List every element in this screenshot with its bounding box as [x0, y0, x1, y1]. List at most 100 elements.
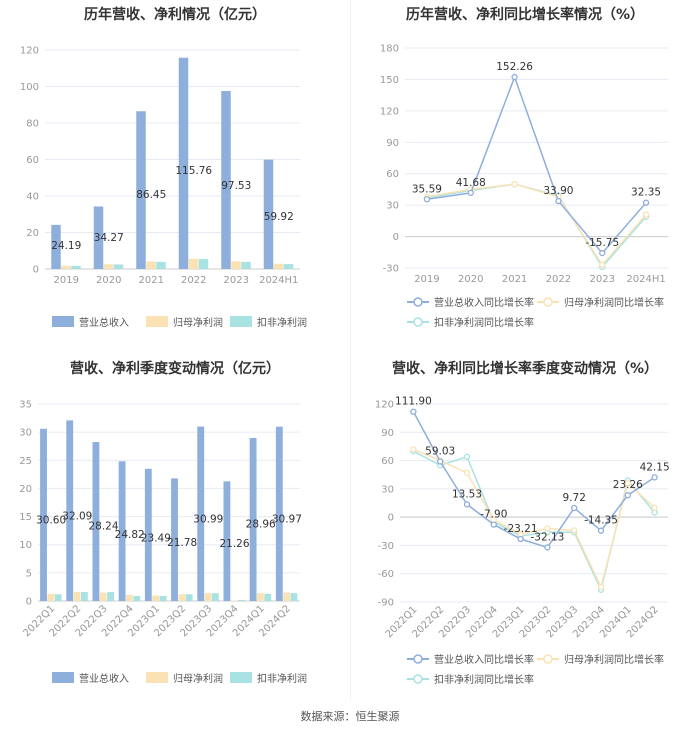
legend-swatch: [146, 316, 168, 327]
data-point: [410, 446, 417, 453]
data-label: 21.78: [167, 537, 197, 549]
data-point: [517, 535, 524, 543]
legend-label: 归母净利润同比增长率: [564, 653, 664, 666]
bar-nonrecurring-profit: [241, 261, 251, 269]
data-point: [571, 504, 578, 512]
y-tick-label: 120: [375, 400, 394, 411]
bar-parent-profit: [230, 600, 238, 601]
series-line: [413, 448, 656, 590]
y-tick-label: 60: [26, 155, 39, 166]
bar-revenue: [51, 224, 61, 269]
data-label: 30.97: [272, 514, 302, 526]
y-tick-label: 40: [26, 192, 39, 203]
y-tick-label: 80: [26, 119, 39, 130]
quarterly-growth-line-chart: -90-60-3003060901202022Q12022Q22022Q3202…: [375, 396, 670, 686]
y-tick-label: -60: [378, 569, 394, 580]
bar-nonrecurring-profit: [54, 594, 62, 601]
y-tick-label: 35: [19, 400, 32, 411]
series-line: [426, 183, 647, 267]
bar-parent-profit: [152, 595, 160, 601]
legend-swatch: [52, 672, 74, 683]
annual-growth-line-chart: -30 0 30 60 90 120 150 180 2019 2020 2021 2022 2023 2…: [380, 44, 668, 329]
data-point: [599, 249, 606, 257]
data-label: 41.68: [456, 177, 486, 189]
bar-parent-profit: [103, 264, 114, 269]
legend-label: 扣非净利润: [257, 316, 307, 329]
data-label: 23.26: [613, 479, 643, 491]
y-tick-label: 60: [381, 456, 394, 467]
bar-revenue: [263, 159, 274, 269]
data-point: [597, 583, 605, 591]
legend-marker: [543, 654, 553, 664]
data-label: 9.72: [563, 492, 586, 504]
y-tick-label: 150: [380, 75, 399, 86]
x-tick-label: 2022: [546, 274, 571, 285]
y-tick-label: 20: [19, 484, 32, 495]
bar-revenue: [118, 461, 126, 601]
chart-panel-quarter-bar: 营收、净利季度变动情况（亿元） 0 5 10 15 20 25 30 35 2022Q1 2022…: [0, 350, 350, 700]
data-label: 42.15: [640, 461, 670, 473]
y-tick-label: -30: [383, 264, 399, 275]
data-point: [642, 211, 650, 218]
bar-parent-profit: [126, 594, 133, 601]
x-tick-label: 2024H1: [259, 275, 298, 286]
bar-parent-profit: [178, 594, 186, 601]
data-point: [410, 408, 417, 415]
data-label: -7.90: [480, 509, 507, 521]
y-tick-label: 30: [381, 484, 394, 495]
x-tick-label: 2020: [458, 274, 483, 285]
y-tick-label: 90: [386, 138, 399, 149]
y-tick-label: -30: [378, 541, 394, 552]
data-point: [463, 469, 471, 476]
x-tick-label: 2021: [502, 274, 527, 285]
bar-parent-profit: [204, 593, 212, 601]
y-tick-label: 0: [26, 597, 32, 608]
legend-label: 扣非净利润同比增长率: [434, 673, 534, 686]
data-label: 13.53: [452, 488, 482, 500]
y-tick-label: 15: [19, 512, 32, 523]
legend-swatch: [230, 672, 252, 683]
chart-panel-annual-bar: 历年营收、净利情况（亿元） 0 20 40 60 80 100 120 2019 2020 202…: [0, 0, 350, 350]
data-label: -14.35: [584, 515, 618, 527]
data-label: 30.99: [193, 514, 223, 526]
data-label: 30.60: [36, 514, 66, 526]
legend-marker: [413, 317, 423, 327]
x-tick-label: 2019: [54, 275, 79, 286]
y-tick-label: 10: [19, 540, 32, 551]
data-label: 115.76: [175, 165, 212, 177]
data-label: 35.59: [412, 183, 442, 195]
data-label: 32.09: [62, 511, 92, 523]
y-tick-label: -90: [378, 598, 394, 609]
data-label: 32.35: [631, 187, 661, 199]
data-label: 97.53: [221, 180, 251, 192]
x-tick-label: 2022: [181, 275, 206, 286]
y-tick-label: 30: [19, 428, 32, 439]
legend-label: 营业总收入: [79, 672, 129, 685]
data-point: [511, 73, 518, 81]
bar-revenue: [197, 426, 205, 601]
legend-label: 扣非净利润: [257, 672, 307, 685]
y-tick-label: 0: [388, 513, 394, 524]
data-label: -15.75: [585, 237, 619, 249]
data-label: 23.49: [141, 533, 171, 545]
y-tick-label: 5: [26, 568, 32, 579]
panel-divider: [350, 0, 351, 700]
bar-revenue: [92, 442, 100, 601]
series-line: [426, 183, 647, 269]
bar-revenue: [275, 426, 283, 601]
legend-swatch: [146, 672, 168, 683]
y-tick-label: 120: [20, 46, 39, 57]
bar-revenue: [171, 478, 178, 601]
bar-revenue: [66, 420, 74, 601]
data-label: 24.82: [115, 529, 145, 541]
data-point: [651, 474, 658, 481]
bar-parent-profit: [99, 592, 107, 601]
y-tick-label: 60: [386, 169, 399, 180]
legend-label: 营业总收入同比增长率: [434, 296, 534, 309]
bar-revenue: [178, 57, 189, 269]
bar-parent-profit: [146, 261, 156, 269]
bar-nonrecurring-profit: [283, 264, 294, 269]
bar-parent-profit: [61, 265, 71, 269]
bar-parent-profit: [273, 263, 284, 269]
bar-nonrecurring-profit: [264, 593, 272, 601]
